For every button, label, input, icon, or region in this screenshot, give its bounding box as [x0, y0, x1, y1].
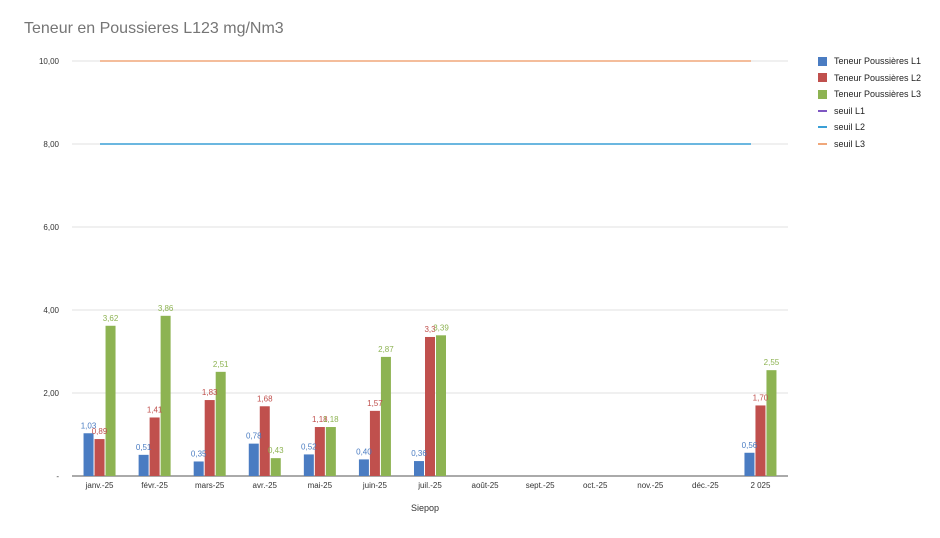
x-tick-label: févr.-25 — [141, 481, 168, 490]
bar — [369, 410, 380, 476]
bar — [160, 315, 171, 476]
legend-item-l3[interactable]: Teneur Poussières L3 — [818, 86, 921, 103]
legend-item-seuil-l2[interactable]: seuil L2 — [818, 119, 921, 136]
data-label: 3,39 — [433, 323, 449, 332]
data-label: 0,36 — [411, 449, 427, 458]
bar — [83, 433, 94, 476]
x-tick-label: 2 025 — [750, 481, 771, 490]
data-label: 3,86 — [158, 304, 174, 313]
bar — [744, 452, 755, 476]
data-label: 0,56 — [742, 441, 758, 450]
y-tick-label: 2,00 — [43, 389, 59, 398]
legend-label-seuil-l2: seuil L2 — [834, 122, 866, 133]
data-label: 0,35 — [191, 449, 207, 458]
x-tick-label: déc.-25 — [692, 481, 719, 490]
chart-title: Teneur en Poussieres L123 mg/Nm3 — [24, 20, 284, 37]
x-tick-label: mai-25 — [308, 481, 333, 490]
x-axis-title: Siepop — [411, 503, 439, 513]
bar — [755, 405, 766, 476]
y-tick-label: 4,00 — [43, 306, 59, 315]
bar — [259, 406, 270, 476]
bar — [358, 459, 369, 476]
x-tick-label: mars-25 — [195, 481, 225, 490]
bar — [105, 325, 116, 476]
legend-swatch-l1 — [818, 56, 827, 66]
bar — [414, 461, 424, 476]
x-tick-label: sept.-25 — [526, 481, 555, 490]
bar — [193, 461, 204, 476]
data-label: 1,70 — [753, 393, 769, 402]
x-tick-label: août-25 — [472, 481, 500, 490]
bar — [436, 335, 446, 476]
y-tick-label: 10,00 — [39, 57, 60, 66]
data-label: 0,43 — [268, 446, 284, 455]
x-tick-label: juin-25 — [362, 481, 388, 490]
x-tick-label: avr.-25 — [253, 481, 278, 490]
y-tick-label: - — [56, 472, 59, 481]
x-tick-label: nov.-25 — [637, 481, 664, 490]
bar — [270, 458, 281, 476]
legend-swatch-l3 — [818, 89, 827, 99]
bar — [138, 454, 149, 476]
data-label: 2,55 — [764, 358, 780, 367]
x-tick-label: oct.-25 — [583, 481, 608, 490]
data-label: 1,68 — [257, 394, 273, 403]
x-tick-label: juil.-25 — [417, 481, 442, 490]
bar — [766, 370, 777, 476]
data-label: 2,51 — [213, 360, 229, 369]
legend-swatch-seuil-l1 — [818, 109, 827, 112]
data-label: 3,62 — [103, 314, 119, 323]
data-label: 1,03 — [81, 421, 97, 430]
legend-label-seuil-l3: seuil L3 — [834, 138, 866, 149]
legend-item-l1[interactable]: Teneur Poussières L1 — [818, 53, 921, 70]
y-tick-label: 6,00 — [43, 223, 59, 232]
data-label: 2,87 — [378, 345, 394, 354]
data-label: 0,89 — [92, 427, 108, 436]
data-label: 0,51 — [136, 443, 152, 452]
data-label: 1,18 — [323, 415, 339, 424]
bar — [325, 427, 336, 476]
legend-label-l1: Teneur Poussières L1 — [834, 56, 922, 67]
legend-item-seuil-l1[interactable]: seuil L1 — [818, 103, 921, 120]
data-label: 0,52 — [301, 442, 317, 451]
legend-item-l2[interactable]: Teneur Poussières L2 — [818, 70, 921, 87]
legend: Teneur Poussières L1 Teneur Poussières L… — [818, 53, 921, 152]
bar — [303, 454, 314, 476]
legend-label-seuil-l1: seuil L1 — [834, 105, 866, 116]
bar — [94, 439, 105, 476]
legend-swatch-l2 — [818, 73, 827, 83]
data-label: 1,41 — [147, 405, 163, 414]
legend-swatch-seuil-l2 — [818, 126, 827, 129]
legend-label-l2: Teneur Poussières L2 — [834, 72, 922, 83]
data-label: 1,83 — [202, 388, 218, 397]
bar — [380, 356, 391, 476]
bar — [215, 371, 226, 476]
bar — [149, 417, 160, 476]
data-label: 3,3 — [424, 325, 436, 334]
data-label: 0,40 — [356, 447, 372, 456]
x-tick-label: janv.-25 — [85, 481, 114, 490]
bar — [248, 443, 259, 476]
bar — [425, 336, 435, 476]
legend-label-l3: Teneur Poussières L3 — [834, 89, 922, 100]
bar — [314, 427, 325, 476]
bar — [204, 400, 215, 476]
data-label: 0,78 — [246, 432, 262, 441]
legend-item-seuil-l3[interactable]: seuil L3 — [818, 136, 921, 153]
data-label: 1,57 — [367, 399, 383, 408]
data-label: 1,18 — [312, 415, 328, 424]
y-tick-label: 8,00 — [43, 140, 59, 149]
legend-swatch-seuil-l3 — [818, 142, 827, 145]
